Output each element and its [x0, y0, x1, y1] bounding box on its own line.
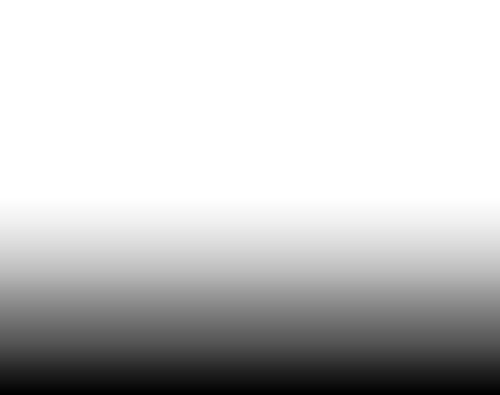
Bar	[62, 236, 450, 242]
Wedge shape	[142, 88, 182, 128]
Wedge shape	[112, 253, 146, 287]
Wedge shape	[146, 219, 180, 287]
Bar	[62, 224, 450, 230]
Bar	[62, 303, 450, 309]
Ellipse shape	[248, 211, 265, 220]
Ellipse shape	[218, 338, 232, 345]
Bar	[62, 108, 450, 114]
Bar	[208, 358, 212, 363]
Bar	[62, 230, 450, 236]
Bar	[62, 199, 450, 205]
Ellipse shape	[389, 307, 424, 339]
Bar	[62, 194, 450, 199]
Bar	[62, 145, 450, 151]
Bar	[62, 151, 450, 157]
Text: LDHA: LDHA	[378, 350, 414, 363]
Bar	[62, 53, 450, 60]
Bar	[62, 157, 450, 163]
Bar	[62, 175, 450, 181]
Ellipse shape	[216, 299, 230, 307]
Bar	[62, 273, 450, 278]
Text: miRNA sponge: miRNA sponge	[87, 342, 178, 352]
Wedge shape	[112, 219, 146, 253]
Wedge shape	[182, 88, 223, 168]
Bar	[62, 254, 450, 260]
Bar	[62, 266, 450, 273]
Bar	[62, 315, 450, 321]
Bar	[62, 205, 450, 212]
Bar	[62, 169, 450, 175]
Text: ATRNL1 mRNA: ATRNL1 mRNA	[304, 61, 394, 71]
Bar	[262, 234, 266, 241]
Bar	[62, 84, 450, 90]
Bar	[62, 309, 450, 315]
Bar	[62, 66, 450, 72]
Text: LDHA mRNA: LDHA mRNA	[358, 271, 434, 281]
Bar	[224, 344, 227, 350]
Bar	[284, 219, 290, 226]
Ellipse shape	[263, 208, 280, 218]
Bar	[62, 96, 450, 102]
Bar	[62, 346, 450, 352]
Bar	[62, 260, 450, 266]
Ellipse shape	[224, 319, 237, 326]
Bar	[62, 60, 450, 66]
Bar	[62, 291, 450, 297]
Bar	[221, 306, 225, 311]
Bar	[62, 339, 450, 346]
Bar	[62, 120, 450, 126]
Ellipse shape	[203, 352, 216, 359]
Bar	[62, 187, 450, 194]
Bar	[228, 325, 232, 330]
Bar	[254, 219, 259, 226]
Bar	[62, 114, 450, 120]
Ellipse shape	[256, 226, 272, 235]
Bar	[62, 285, 450, 291]
Bar	[62, 278, 450, 285]
Bar	[62, 321, 450, 327]
Bar	[62, 47, 450, 53]
Bar	[62, 181, 450, 187]
Bar	[62, 163, 450, 169]
FancyBboxPatch shape	[320, 94, 337, 109]
Bar	[62, 78, 450, 84]
Bar	[62, 333, 450, 339]
FancyBboxPatch shape	[342, 80, 363, 97]
Ellipse shape	[278, 211, 296, 220]
Wedge shape	[182, 280, 222, 357]
Bar	[269, 216, 274, 223]
Bar	[62, 133, 450, 139]
Wedge shape	[142, 128, 182, 168]
Polygon shape	[290, 103, 312, 128]
Text: miR-409-3p: miR-409-3p	[240, 255, 312, 265]
Text: circATRNL1: circATRNL1	[64, 252, 135, 262]
Ellipse shape	[364, 307, 400, 339]
Ellipse shape	[120, 69, 423, 203]
Bar	[62, 248, 450, 254]
Bar	[62, 90, 450, 96]
Bar	[62, 327, 450, 333]
Wedge shape	[144, 280, 182, 318]
Bar	[62, 212, 450, 218]
Bar	[62, 139, 450, 145]
Text: circATRNL1: circATRNL1	[140, 71, 210, 81]
Bar	[62, 102, 450, 108]
Bar	[62, 126, 450, 133]
Wedge shape	[144, 318, 182, 357]
Bar	[62, 72, 450, 78]
Bar	[62, 218, 450, 224]
Bar	[277, 234, 282, 241]
Text: back splicing: back splicing	[204, 115, 272, 124]
Bar	[62, 242, 450, 248]
Bar	[62, 297, 450, 303]
Ellipse shape	[271, 226, 288, 235]
